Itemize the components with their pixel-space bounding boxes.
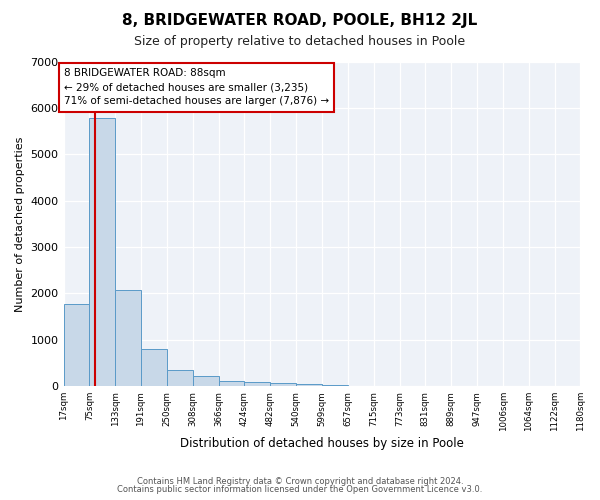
Bar bbox=[296, 384, 322, 386]
Text: Size of property relative to detached houses in Poole: Size of property relative to detached ho… bbox=[134, 35, 466, 48]
Bar bbox=[64, 304, 89, 386]
Text: Contains HM Land Registry data © Crown copyright and database right 2024.: Contains HM Land Registry data © Crown c… bbox=[137, 477, 463, 486]
Bar bbox=[193, 376, 218, 386]
Y-axis label: Number of detached properties: Number of detached properties bbox=[15, 136, 25, 312]
X-axis label: Distribution of detached houses by size in Poole: Distribution of detached houses by size … bbox=[180, 437, 464, 450]
Bar bbox=[141, 349, 167, 386]
Text: Contains public sector information licensed under the Open Government Licence v3: Contains public sector information licen… bbox=[118, 485, 482, 494]
Text: 8, BRIDGEWATER ROAD, POOLE, BH12 2JL: 8, BRIDGEWATER ROAD, POOLE, BH12 2JL bbox=[122, 12, 478, 28]
Bar bbox=[244, 382, 270, 386]
Bar bbox=[89, 118, 115, 386]
Bar bbox=[167, 370, 193, 386]
Bar bbox=[115, 290, 141, 386]
Bar bbox=[322, 385, 348, 386]
Text: 8 BRIDGEWATER ROAD: 88sqm
← 29% of detached houses are smaller (3,235)
71% of se: 8 BRIDGEWATER ROAD: 88sqm ← 29% of detac… bbox=[64, 68, 329, 106]
Bar bbox=[270, 384, 296, 386]
Bar bbox=[218, 381, 244, 386]
